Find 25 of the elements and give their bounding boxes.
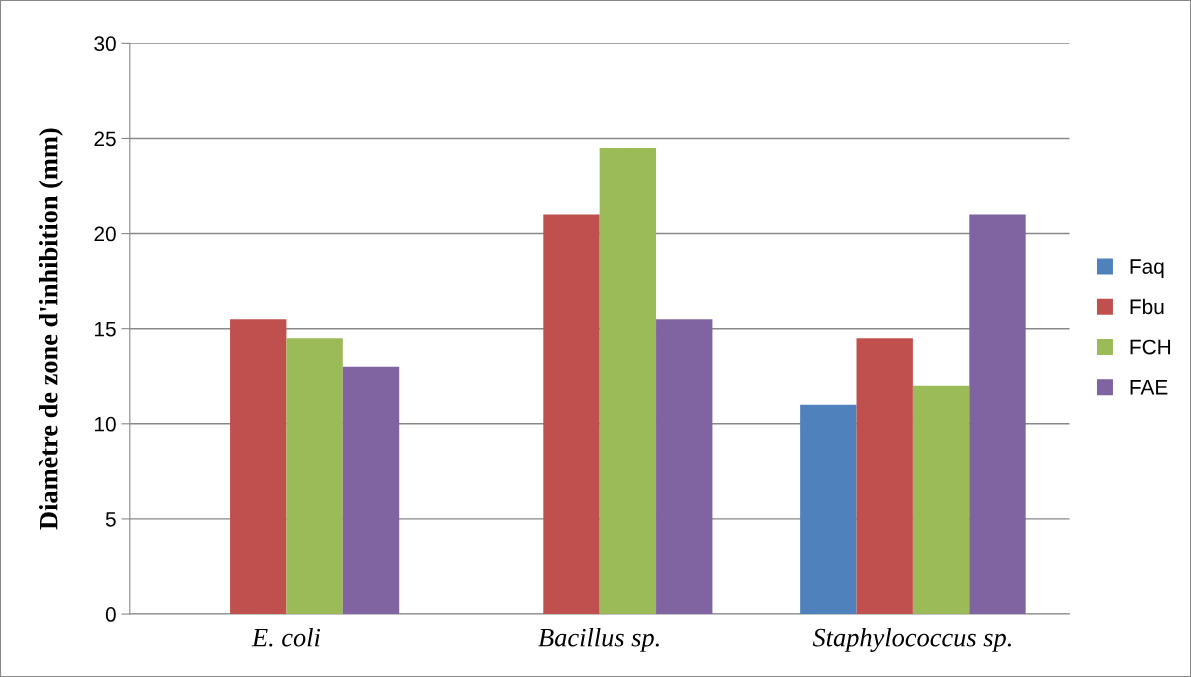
x-tick-label: E. coli (251, 627, 321, 647)
y-tick-label: 5 (105, 512, 116, 527)
y-tick-label: 30 (94, 36, 116, 52)
bar (912, 385, 970, 615)
bar (599, 147, 657, 615)
x-tick-label: Staphylococcus sp. (812, 627, 1011, 652)
legend-label: Fbu (1130, 298, 1164, 315)
bar (856, 338, 913, 615)
y-tick-label: 20 (94, 226, 116, 242)
y-tick-label: 0 (105, 607, 116, 622)
bar (800, 404, 857, 615)
bar (230, 319, 287, 615)
legend-label: FAE (1130, 380, 1168, 395)
bar (286, 338, 343, 615)
bar (342, 366, 400, 615)
bar (969, 214, 1026, 615)
x-tick-label: Bacillus sp. (538, 627, 659, 652)
bar (543, 214, 600, 615)
legend-label: FCH (1130, 339, 1171, 355)
y-tick-label: 15 (95, 321, 116, 337)
y-axis-title: Diamètre de zone d'inhibition (mm) (38, 128, 63, 530)
bar (656, 319, 713, 615)
legend-label: Faq (1130, 259, 1164, 279)
y-tick-label: 10 (95, 416, 116, 432)
y-tick-label: 25 (94, 131, 116, 147)
